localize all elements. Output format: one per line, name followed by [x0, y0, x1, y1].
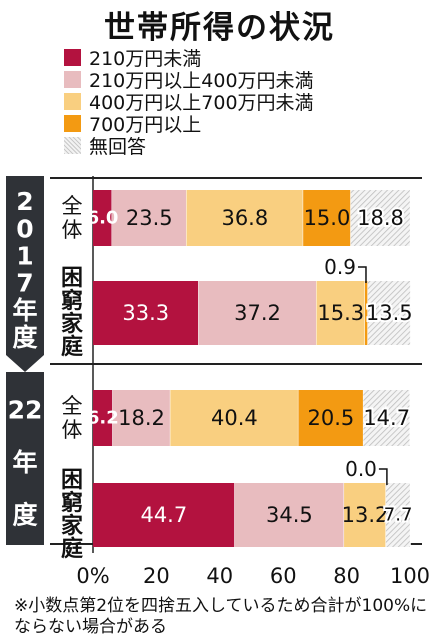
data-label: 13.5 — [366, 301, 413, 325]
row-label-char: 家 — [61, 513, 84, 539]
row-label-char: 体 — [62, 218, 83, 242]
callout-line — [378, 468, 388, 485]
row-label-char: 窮 — [61, 288, 83, 314]
group-label-char: 22 — [8, 396, 43, 425]
x-tick-label: 80 — [333, 564, 360, 588]
legend-item-over-700: 700万円以上 — [64, 112, 314, 136]
group-label-char: 度 — [12, 323, 37, 352]
row-label-char: 体 — [62, 418, 83, 442]
footnote: ※小数点第2位を四捨五入しているため合計が100%にならない場合がある — [14, 596, 428, 637]
x-tick-label: 100 — [390, 564, 430, 588]
group-label-char: 年 — [12, 448, 37, 477]
row-label-char: 全 — [62, 394, 83, 418]
legend-label: 210万円以上400万円未満 — [89, 69, 314, 92]
legend-label: 700万円以上 — [89, 113, 202, 136]
data-label: 44.7 — [140, 503, 187, 527]
group-label-char: 0 — [16, 214, 33, 243]
data-label: 6.2 — [87, 408, 119, 429]
legend-item-400-700: 400万円以上700万円未満 — [64, 90, 314, 114]
x-tick-label: 0% — [76, 564, 109, 588]
bar-segment — [93, 483, 235, 547]
group-label-char: 度 — [12, 500, 37, 529]
row-label-char: 庭 — [61, 334, 83, 360]
bar-segment — [316, 281, 365, 345]
bar-segment — [93, 390, 113, 446]
group-label-bg — [6, 372, 44, 545]
x-tick-label: 60 — [270, 564, 297, 588]
legend-swatch-hatched — [64, 136, 81, 154]
group-label-char: 年 — [12, 296, 37, 325]
bar-segment — [363, 390, 410, 446]
data-label: 0.0 — [345, 457, 377, 481]
data-label: 0.9 — [324, 255, 356, 279]
group-label-char: 7 — [16, 269, 33, 298]
data-label: 18.8 — [357, 206, 404, 230]
legend-item-210-400: 210万円以上400万円未満 — [64, 68, 314, 92]
bar-segment — [298, 390, 364, 446]
legend-label: 無回答 — [89, 135, 147, 158]
x-tick-label: 20 — [143, 564, 170, 588]
bar-segment — [93, 190, 113, 246]
bar-segment — [385, 483, 411, 547]
data-label: 37.2 — [234, 301, 281, 325]
callout-line — [357, 266, 367, 283]
data-label: 36.8 — [221, 206, 268, 230]
bar-segment — [364, 281, 368, 345]
legend-swatch — [64, 48, 81, 66]
row-label-char: 困 — [61, 468, 83, 493]
legend: 210万円未満 210万円以上400万円未満 400万円以上700万円未満 70… — [64, 46, 314, 158]
bar-segment — [170, 390, 299, 446]
bar-segment — [93, 281, 199, 345]
data-label: 15.3 — [317, 301, 364, 325]
row-label-char: 窮 — [61, 490, 83, 516]
row-label-char: 庭 — [61, 536, 83, 562]
bar-segment — [198, 281, 317, 345]
group-arrow — [6, 355, 44, 372]
bar-segment — [112, 390, 171, 446]
group-label-bg — [6, 176, 44, 355]
row-label-char: 家 — [61, 311, 84, 337]
x-tick-label: 40 — [206, 564, 233, 588]
data-label: 14.7 — [363, 406, 410, 430]
legend-swatch — [64, 70, 81, 88]
legend-item-no-answer: 無回答 — [64, 134, 314, 158]
data-label: 6.0 — [87, 208, 119, 229]
bar-segment — [234, 483, 345, 547]
bar-segment — [186, 190, 304, 246]
legend-swatch — [64, 114, 81, 132]
group-label-char: 1 — [16, 241, 33, 270]
legend-swatch — [64, 92, 81, 110]
row-label-char: 全 — [62, 194, 83, 218]
data-label: 18.2 — [118, 406, 165, 430]
row-label-char: 困 — [61, 266, 83, 291]
data-label: 7.7 — [384, 505, 413, 526]
group-label-char: 2 — [16, 187, 33, 216]
bar-segment — [367, 281, 411, 345]
bar-segment — [112, 190, 187, 246]
legend-label: 210万円未満 — [89, 47, 202, 70]
data-label: 15.0 — [304, 206, 351, 230]
data-label: 23.5 — [126, 206, 173, 230]
data-label: 20.5 — [308, 406, 355, 430]
data-label: 13.2 — [342, 503, 389, 527]
legend-label: 400万円以上700万円未満 — [89, 91, 314, 114]
data-label: 34.5 — [266, 503, 313, 527]
legend-item-under-210: 210万円未満 — [64, 46, 314, 70]
bar-segment — [344, 483, 386, 547]
data-label: 40.4 — [211, 406, 258, 430]
data-label: 33.3 — [122, 301, 169, 325]
bar-segment — [303, 190, 351, 246]
bar-segment — [350, 190, 411, 246]
chart-title: 世帯所得の状況 — [104, 10, 335, 46]
